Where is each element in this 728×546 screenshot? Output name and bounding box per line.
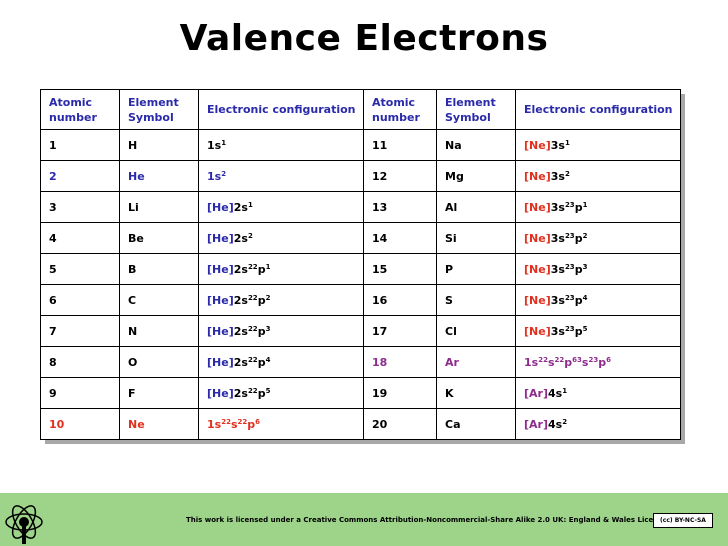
atomic-number-cell: 12	[363, 160, 437, 192]
table-row: 9 F [He]2s22p5 19 K [Ar]4s1	[40, 377, 681, 409]
atomic-number-cell: 4	[40, 222, 120, 254]
element-symbol-cell: B	[119, 253, 199, 285]
element-symbol-cell: F	[119, 377, 199, 409]
table-row: 8 O [He]2s22p4 18 Ar 1s22s22p63s23p6	[40, 346, 681, 378]
table-header-row: Atomic number Element Symbol Electronic …	[40, 89, 681, 130]
header-electronic-configuration: Electronic configuration	[198, 89, 364, 130]
configuration-cell: [He]2s22p5	[198, 377, 364, 409]
header-element-symbol: Element Symbol	[119, 89, 199, 130]
configuration-cell: [He]2s22p1	[198, 253, 364, 285]
configuration-cell: [He]2s22p4	[198, 346, 364, 378]
configuration-cell: [Ne]3s1	[515, 129, 681, 161]
configuration-cell: [Ne]3s2	[515, 160, 681, 192]
element-symbol-cell: K	[436, 377, 516, 409]
atomic-number-cell: 16	[363, 284, 437, 316]
element-symbol-cell: H	[119, 129, 199, 161]
table-row: 7 N [He]2s22p3 17 Cl [Ne]3s23p5	[40, 315, 681, 347]
configuration-cell: 1s1	[198, 129, 364, 161]
configuration-cell: [He]2s22p2	[198, 284, 364, 316]
atomic-number-cell: 18	[363, 346, 437, 378]
element-symbol-cell: Na	[436, 129, 516, 161]
table-row: 1 H 1s1 11 Na [Ne]3s1	[40, 129, 681, 161]
valence-electrons-table: Atomic number Element Symbol Electronic …	[40, 89, 681, 440]
element-symbol-cell: Li	[119, 191, 199, 223]
header-electronic-configuration-2: Electronic configuration	[515, 89, 681, 130]
footer-bar: This work is licensed under a Creative C…	[0, 493, 728, 546]
configuration-cell: [Ar]4s2	[515, 408, 681, 440]
configuration-cell: [He]2s1	[198, 191, 364, 223]
table-row: 2 He 1s2 12 Mg [Ne]3s2	[40, 160, 681, 192]
configuration-cell: [He]2s2	[198, 222, 364, 254]
element-symbol-cell: Si	[436, 222, 516, 254]
element-symbol-cell: Be	[119, 222, 199, 254]
atomic-number-cell: 20	[363, 408, 437, 440]
atomic-number-cell: 5	[40, 253, 120, 285]
element-symbol-cell: P	[436, 253, 516, 285]
header-atomic-number-2: Atomic number	[363, 89, 437, 130]
element-symbol-cell: Ne	[119, 408, 199, 440]
configuration-cell: [Ne]3s23p4	[515, 284, 681, 316]
atomic-number-cell: 15	[363, 253, 437, 285]
atomic-number-cell: 11	[363, 129, 437, 161]
cc-license-badge[interactable]: (cc) BY-NC-SA	[653, 513, 713, 528]
atomic-number-cell: 6	[40, 284, 120, 316]
element-symbol-cell: Al	[436, 191, 516, 223]
table-row: 4 Be [He]2s2 14 Si [Ne]3s23p2	[40, 222, 681, 254]
atom-logo-icon	[5, 505, 43, 544]
atomic-number-cell: 7	[40, 315, 120, 347]
element-symbol-cell: Ca	[436, 408, 516, 440]
configuration-cell: [Ne]3s23p5	[515, 315, 681, 347]
element-symbol-cell: N	[119, 315, 199, 347]
element-symbol-cell: He	[119, 160, 199, 192]
valence-table-container: Atomic number Element Symbol Electronic …	[40, 89, 681, 440]
element-symbol-cell: Mg	[436, 160, 516, 192]
atomic-number-cell: 8	[40, 346, 120, 378]
header-element-symbol-2: Element Symbol	[436, 89, 516, 130]
table-row: 5 B [He]2s22p1 15 P [Ne]3s23p3	[40, 253, 681, 285]
configuration-cell: 1s22s22p6	[198, 408, 364, 440]
atomic-number-cell: 14	[363, 222, 437, 254]
table-row: 6 C [He]2s22p2 16 S [Ne]3s23p4	[40, 284, 681, 316]
configuration-cell: [Ne]3s23p3	[515, 253, 681, 285]
atomic-number-cell: 2	[40, 160, 120, 192]
header-atomic-number: Atomic number	[40, 89, 120, 130]
element-symbol-cell: Cl	[436, 315, 516, 347]
table-row: 10 Ne 1s22s22p6 20 Ca [Ar]4s2	[40, 408, 681, 440]
configuration-cell: [He]2s22p3	[198, 315, 364, 347]
configuration-cell: [Ne]3s23p1	[515, 191, 681, 223]
atomic-number-cell: 1	[40, 129, 120, 161]
element-symbol-cell: O	[119, 346, 199, 378]
configuration-cell: [Ar]4s1	[515, 377, 681, 409]
license-text: This work is licensed under a Creative C…	[186, 516, 668, 524]
atomic-number-cell: 19	[363, 377, 437, 409]
atomic-number-cell: 17	[363, 315, 437, 347]
atomic-number-cell: 13	[363, 191, 437, 223]
configuration-cell: 1s2	[198, 160, 364, 192]
page-title: Valence Electrons	[179, 18, 549, 59]
atomic-number-cell: 9	[40, 377, 120, 409]
table-row: 3 Li [He]2s1 13 Al [Ne]3s23p1	[40, 191, 681, 223]
atomic-number-cell: 3	[40, 191, 120, 223]
configuration-cell: 1s22s22p63s23p6	[515, 346, 681, 378]
element-symbol-cell: C	[119, 284, 199, 316]
atomic-number-cell: 10	[40, 408, 120, 440]
element-symbol-cell: Ar	[436, 346, 516, 378]
configuration-cell: [Ne]3s23p2	[515, 222, 681, 254]
element-symbol-cell: S	[436, 284, 516, 316]
